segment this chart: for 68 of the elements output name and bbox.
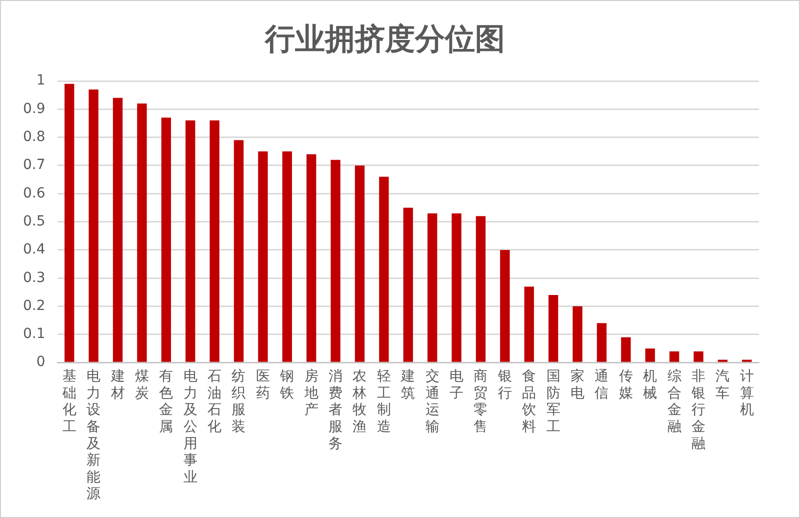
bar	[452, 213, 462, 362]
bar	[210, 120, 220, 362]
bar	[306, 154, 316, 362]
bar	[694, 351, 704, 362]
x-tick-label: 汽车	[716, 368, 730, 402]
x-tick-label: 电力设备及新能源	[86, 368, 101, 502]
x-tick-label: 电子	[450, 368, 464, 402]
x-tick-label: 银行	[496, 368, 512, 402]
y-tick-label: 0.6	[23, 185, 46, 202]
x-tick-label: 房地产	[303, 368, 318, 418]
x-tick-label: 农林牧渔	[352, 368, 367, 436]
y-tick-label: 0	[36, 354, 46, 370]
bar	[234, 140, 244, 362]
x-tick-label: 传媒	[618, 368, 633, 402]
x-tick-label: 非银行金融	[690, 368, 706, 452]
bar	[354, 165, 365, 362]
bar	[161, 118, 171, 362]
bar	[572, 306, 582, 362]
bar	[330, 160, 340, 362]
bar	[88, 89, 98, 362]
x-tick-label: 综合金融	[667, 368, 682, 436]
bar	[403, 208, 413, 362]
chart-title: 行业拥挤度分位图	[264, 22, 505, 57]
bar	[596, 323, 607, 362]
y-tick-label: 0.9	[23, 100, 46, 117]
x-tick-label: 建筑	[400, 368, 416, 402]
x-tick-label: 建材	[110, 368, 125, 402]
x-tick-label: 国防军工	[546, 368, 560, 436]
x-tick-label: 电力及公用事业	[183, 368, 198, 486]
x-tick-label: 煤炭	[134, 368, 149, 402]
x-tick-label: 商贸零售	[474, 368, 488, 436]
bar	[621, 337, 631, 362]
bar	[645, 348, 655, 362]
x-tick-label: 纺织服装	[232, 368, 246, 436]
y-tick-label: 0.7	[23, 157, 46, 174]
x-tick-label: 机械	[643, 368, 658, 402]
x-tick-label: 轻工制造	[376, 368, 391, 436]
x-tick-label: 交通运输	[425, 368, 440, 436]
bar	[427, 213, 438, 362]
x-tick-label: 钢铁	[279, 368, 294, 402]
x-tick-label: 石油石化	[208, 368, 222, 436]
y-tick-label: 0.1	[23, 326, 46, 342]
bar	[137, 104, 147, 362]
bar	[112, 98, 123, 362]
bar	[476, 216, 486, 362]
bar	[64, 84, 74, 362]
bar	[282, 151, 292, 362]
x-tick-label: 有色金属	[159, 368, 174, 436]
x-tick-label: 食品饮料	[521, 368, 536, 436]
y-tick-label: 1	[36, 72, 46, 89]
y-tick-label: 0.2	[23, 298, 46, 314]
bar	[669, 351, 680, 362]
y-tick-label: 0.5	[23, 213, 46, 230]
bar	[500, 250, 510, 362]
bar	[186, 120, 196, 362]
x-tick-label: 家电	[570, 368, 585, 402]
y-tick-label: 0.8	[23, 128, 46, 145]
bar	[379, 176, 389, 362]
bar	[548, 295, 558, 362]
x-tick-label: 消费者服务	[328, 368, 343, 452]
x-tick-label: 医药	[256, 368, 270, 402]
bar	[524, 286, 534, 362]
x-tick-label: 基础化工	[61, 368, 76, 436]
y-tick-label: 0.3	[23, 270, 46, 286]
bar	[258, 151, 268, 362]
y-tick-label: 0.4	[23, 242, 46, 258]
x-tick-label: 计算机	[740, 368, 754, 418]
x-tick-label: 通信	[594, 368, 609, 402]
